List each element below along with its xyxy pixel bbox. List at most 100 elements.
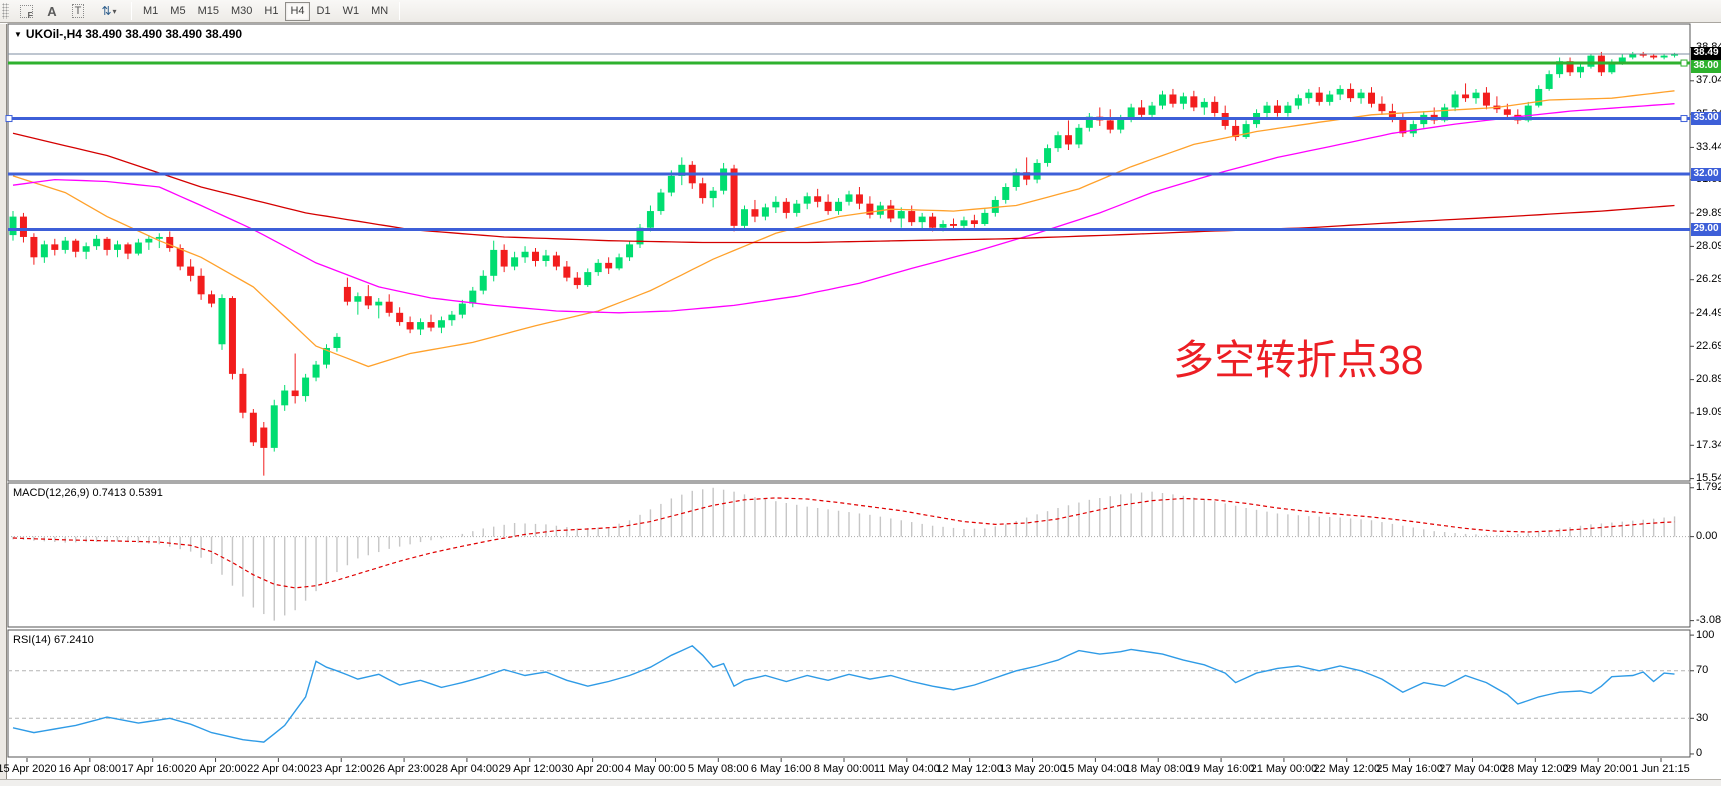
bear-candle xyxy=(343,286,351,302)
bear-candle xyxy=(260,427,268,448)
macd-axis-label: 1.7925 xyxy=(1696,481,1721,494)
price-level-tag-35.00[interactable]: 35.00 xyxy=(1691,112,1721,126)
bull-candle xyxy=(9,216,17,236)
bull-candle xyxy=(1545,74,1553,89)
bear-candle xyxy=(1347,88,1355,99)
bear-candle xyxy=(751,209,759,217)
timeframe-button-m1[interactable]: M1 xyxy=(138,2,163,21)
bull-candle xyxy=(584,272,592,286)
timeframe-button-h4[interactable]: H4 xyxy=(285,1,310,21)
time-axis-label: 20 Apr 20:00 xyxy=(184,763,247,775)
bull-candle xyxy=(1608,63,1616,73)
panel-borders xyxy=(7,23,1691,758)
price-level-tag-29.00[interactable]: 29.00 xyxy=(1691,223,1721,237)
bear-candle xyxy=(1503,109,1511,115)
timeframe-button-m30[interactable]: M30 xyxy=(226,2,257,21)
bull-candle xyxy=(1179,96,1187,104)
macd-axis-label: 0.00 xyxy=(1696,530,1718,543)
bear-candle xyxy=(855,194,863,204)
bear-candle xyxy=(1315,92,1323,102)
bull-candle xyxy=(93,238,101,247)
bull-candle xyxy=(1357,92,1365,99)
bull-candle xyxy=(1294,98,1302,106)
bull-candle xyxy=(615,257,623,269)
time-axis-label: 19 May 16:00 xyxy=(1187,763,1255,775)
bear-candle xyxy=(228,298,236,374)
bear-candle xyxy=(406,322,414,330)
bull-candle xyxy=(1305,92,1313,99)
rsi-indicator xyxy=(8,644,1690,743)
time-axis-label: 27 May 04:00 xyxy=(1439,763,1506,775)
bear-candle xyxy=(1064,135,1072,145)
price-level-tag-32.00[interactable]: 32.00 xyxy=(1691,167,1721,181)
symbol-ohlc-line[interactable]: ▼ UKOil-,H4 38.490 38.490 38.490 38.490 xyxy=(14,27,242,41)
timeframe-button-h1[interactable]: H1 xyxy=(259,2,283,21)
macd-indicator xyxy=(8,487,1690,621)
time-axis-label: 13 May 20:00 xyxy=(999,763,1066,775)
timeframe-button-m5[interactable]: M5 xyxy=(165,2,190,21)
rsi-axis-label: 30 xyxy=(1696,711,1709,724)
bear-candle xyxy=(552,255,560,267)
bear-candle xyxy=(291,390,299,397)
text-box-icon: T xyxy=(71,4,85,18)
arrows-tool-button[interactable]: ⇅ ▾ xyxy=(92,1,126,21)
grid-period-tool-button[interactable]: F xyxy=(14,1,38,21)
bull-candle xyxy=(981,212,989,225)
bear-candle xyxy=(699,183,707,199)
bull-candle xyxy=(375,301,383,306)
bear-candle xyxy=(1106,120,1114,130)
bull-candle xyxy=(448,314,456,321)
bull-candle xyxy=(1409,124,1417,134)
time-axis-label: 8 May 00:00 xyxy=(813,763,875,775)
bear-candle xyxy=(103,238,111,250)
timeframe-button-w1[interactable]: W1 xyxy=(338,2,365,21)
bear-candle xyxy=(1399,118,1407,134)
bull-candle xyxy=(667,175,675,193)
bear-candle xyxy=(887,205,895,219)
symbol-dropdown-icon[interactable]: ▼ xyxy=(14,30,22,39)
line-anchor-handle xyxy=(1680,115,1688,123)
text-label-tool-button[interactable]: A xyxy=(40,1,64,21)
bear-candle xyxy=(187,266,195,276)
bull-candle xyxy=(793,203,801,213)
time-axis-label: 22 Apr 04:00 xyxy=(247,763,310,775)
time-axis-label: 17 Apr 16:00 xyxy=(121,763,184,775)
bull-candle xyxy=(761,207,769,217)
toolbar-grip-handle[interactable] xyxy=(2,3,9,19)
bull-candle xyxy=(417,322,425,330)
time-axis-label: 4 May 00:00 xyxy=(625,763,686,775)
bear-candle xyxy=(1388,111,1396,119)
rsi-line xyxy=(12,644,1675,743)
timeframe-button-mn[interactable]: MN xyxy=(366,2,393,21)
bull-candle xyxy=(218,298,226,345)
bear-candle xyxy=(385,301,393,313)
bull-candle xyxy=(469,290,477,304)
line-anchor-handle xyxy=(1680,59,1688,67)
time-axis-label: 11 May 04:00 xyxy=(873,763,940,775)
timeframe-button-m15[interactable]: M15 xyxy=(193,2,224,21)
bear-candle xyxy=(1211,101,1219,113)
bull-candle xyxy=(1629,53,1637,58)
bear-candle xyxy=(605,262,613,269)
chart-text-annotation[interactable]: 多空转折点38 xyxy=(1173,337,1424,383)
bear-candle xyxy=(166,236,174,249)
bear-candle xyxy=(500,249,508,267)
toolbar-separator xyxy=(399,2,401,20)
price-level-tag-38.00[interactable]: 38.00 xyxy=(1691,59,1721,73)
time-axis-label: 16 Apr 08:00 xyxy=(58,763,122,775)
timeframe-button-d1[interactable]: D1 xyxy=(312,2,336,21)
time-axis-label: 23 Apr 12:00 xyxy=(310,763,373,775)
bull-candle xyxy=(1524,105,1532,121)
time-axis-label: 12 May 12:00 xyxy=(936,763,1004,775)
text-box-tool-button[interactable]: T xyxy=(66,1,90,21)
macd-axis-label: -3.081 xyxy=(1696,614,1721,627)
bull-candle xyxy=(1127,107,1135,119)
bear-candle xyxy=(208,294,216,304)
bear-candle xyxy=(1023,172,1031,180)
bull-candle xyxy=(720,168,728,191)
bull-candle xyxy=(1535,88,1543,106)
candlesticks xyxy=(9,51,1679,476)
toolbar: F A T ⇅ ▾ M1 M5 M15 M30 H1 H4 D1 W1 MN xyxy=(0,0,1721,23)
ma-orange-line xyxy=(12,90,1675,368)
